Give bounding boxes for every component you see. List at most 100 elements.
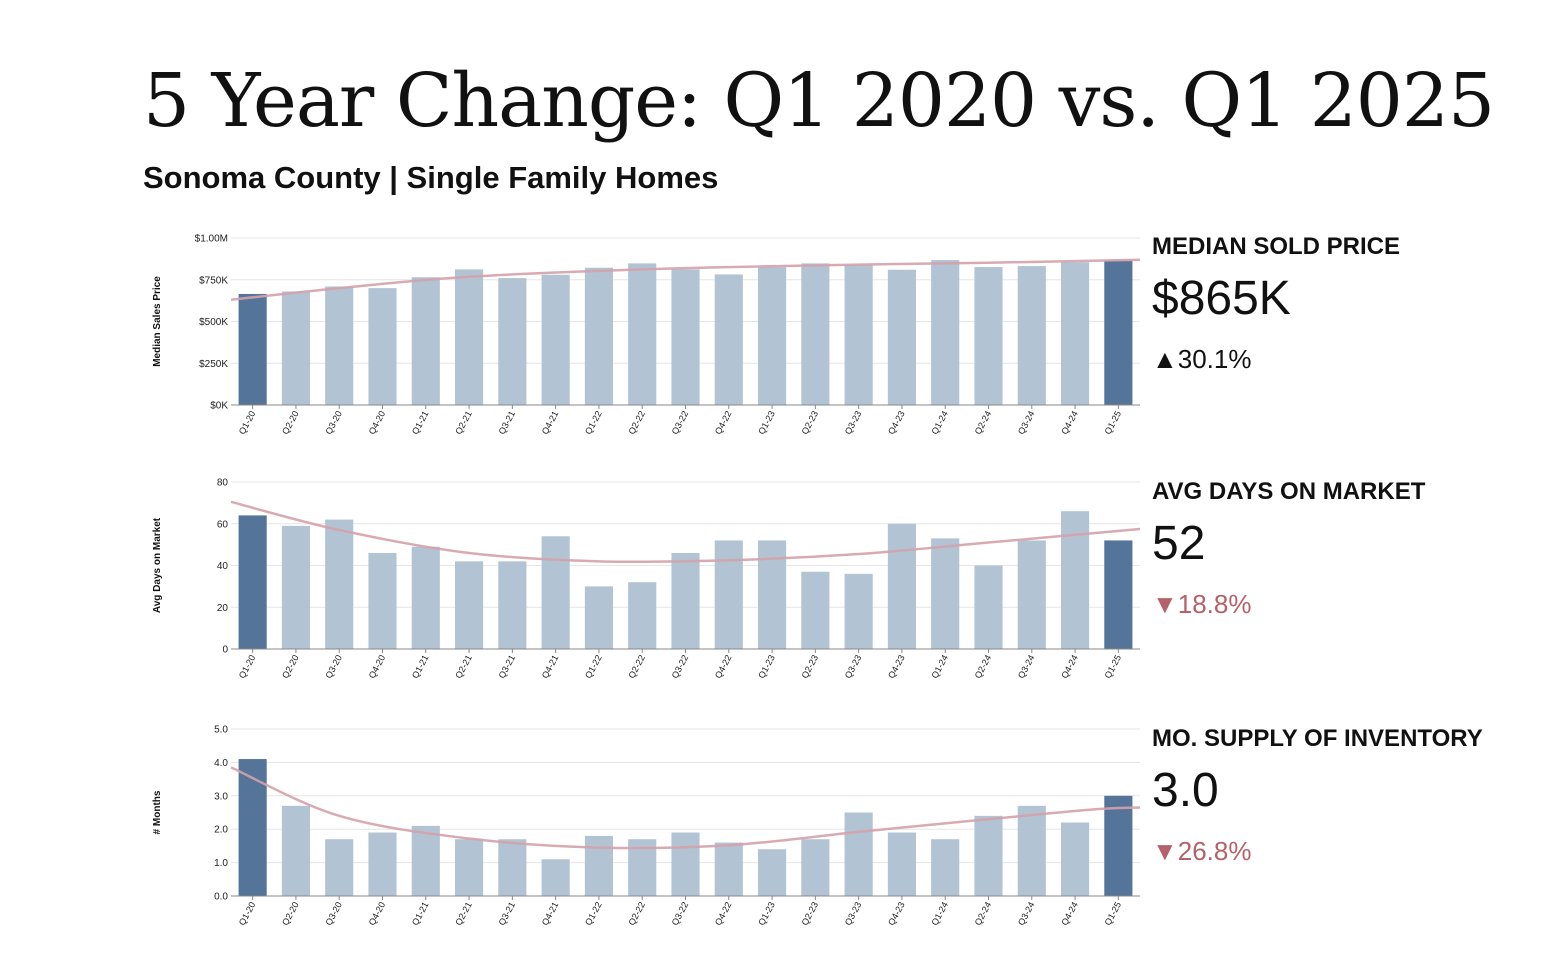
bar-Q4-21 <box>541 536 570 649</box>
x-tick-label: Q3-20 <box>323 409 344 436</box>
bar-Q2-20 <box>281 805 310 896</box>
bar-Q4-22 <box>714 274 743 405</box>
bar-Q1-20 <box>238 515 267 649</box>
x-tick-label: Q3-24 <box>1016 653 1037 680</box>
bar-Q4-24 <box>1061 511 1090 649</box>
x-tick-label: Q1-22 <box>583 653 604 680</box>
bar-Q1-23 <box>758 849 787 896</box>
stat-label: MEDIAN SOLD PRICE <box>1152 233 1401 260</box>
bar-Q4-21 <box>541 859 570 896</box>
y-tick-label: 60 <box>217 519 229 530</box>
x-tick-label: Q1-21 <box>410 900 431 927</box>
x-tick-label: Q3-24 <box>1016 409 1037 436</box>
bar-Q2-20 <box>281 525 310 649</box>
x-tick-label: Q2-22 <box>626 409 647 436</box>
x-tick-label: Q2-21 <box>453 409 474 436</box>
bar-Q1-23 <box>758 267 787 405</box>
bar-Q4-20 <box>368 288 397 405</box>
x-tick-label: Q4-23 <box>886 653 907 680</box>
bar-Q4-23 <box>887 832 916 896</box>
bar-Q3-22 <box>671 832 700 896</box>
x-tick-label: Q3-23 <box>843 653 864 680</box>
bar-Q4-24 <box>1061 262 1090 405</box>
median-price-chart-svg: Median Sales Price $0K $250K $500K $750K $1.0… <box>152 234 1141 436</box>
bar-Q1-20 <box>238 759 267 896</box>
x-tick-label: Q1-22 <box>583 900 604 927</box>
y-tick-label: $500K <box>199 317 228 328</box>
bar-Q4-23 <box>887 523 916 649</box>
y-axis-title: Avg Days on Market <box>152 517 163 613</box>
y-tick-label: $0K <box>210 401 228 412</box>
x-tick-label: Q3-24 <box>1016 900 1037 927</box>
trend-line <box>230 766 1141 850</box>
bar-Q3-23 <box>844 812 873 896</box>
x-tick-label: Q4-21 <box>540 409 561 436</box>
x-tick-label: Q4-23 <box>886 409 907 436</box>
x-tick-label: Q2-23 <box>800 900 821 927</box>
x-tick-label: Q4-21 <box>540 900 561 927</box>
y-tick-label: 0.0 <box>214 892 228 903</box>
bar-Q1-24 <box>931 839 960 896</box>
bar-Q3-22 <box>671 552 700 649</box>
months-supply-chart: # Months 0.0 1.0 2.0 3.0 4.0 5.0 Q1-20 Q2-20 Q3-2… <box>140 719 1144 935</box>
x-tick-label: Q4-22 <box>713 653 734 680</box>
x-tick-label: Q2-24 <box>973 900 994 927</box>
bar-Q3-21 <box>498 561 527 649</box>
x-tick-label: Q4-20 <box>367 900 388 927</box>
bar-Q1-21 <box>411 277 440 405</box>
y-tick-label: 40 <box>217 561 229 572</box>
bar-Q3-24 <box>1017 540 1046 649</box>
x-tick-label: Q2-20 <box>280 653 301 680</box>
x-tick-label: Q4-20 <box>367 653 388 680</box>
bar-Q1-25 <box>1104 795 1133 896</box>
x-tick-label: Q3-20 <box>323 653 344 680</box>
x-tick-label: Q1-22 <box>583 409 604 436</box>
bar-Q1-20 <box>238 293 267 405</box>
x-tick-label: Q3-21 <box>497 653 518 680</box>
y-tick-label: 1.0 <box>214 858 228 869</box>
y-tick-label: 20 <box>217 603 229 614</box>
x-tick-label: Q2-22 <box>626 653 647 680</box>
page-subtitle: Sonoma County | Single Family Homes <box>143 160 719 195</box>
bar-Q4-23 <box>887 269 916 405</box>
y-tick-label: $250K <box>199 359 228 370</box>
stat-change: ▼18.8% <box>1152 589 1252 619</box>
x-tick-label: Q4-21 <box>540 653 561 680</box>
bar-Q2-20 <box>281 291 310 405</box>
bar-Q3-23 <box>844 264 873 405</box>
bar-Q1-22 <box>584 267 613 405</box>
bar-Q4-22 <box>714 842 743 896</box>
x-tick-label: Q2-20 <box>280 409 301 436</box>
bar-Q2-23 <box>801 263 830 405</box>
bar-Q1-22 <box>584 586 613 649</box>
x-tick-label: Q4-23 <box>886 900 907 927</box>
bar-Q1-23 <box>758 540 787 649</box>
x-tick-label: Q1-21 <box>410 653 431 680</box>
bar-Q2-21 <box>455 269 484 405</box>
bar-Q3-20 <box>325 839 354 896</box>
x-tick-label: Q3-23 <box>843 900 864 927</box>
stat-label: AVG DAYS ON MARKET <box>1152 478 1426 505</box>
x-tick-label: Q1-20 <box>237 409 258 436</box>
y-tick-label: 2.0 <box>214 825 228 836</box>
x-tick-label: Q1-25 <box>1103 653 1124 680</box>
bar-Q2-23 <box>801 571 830 649</box>
x-tick-label: Q3-22 <box>670 409 691 436</box>
y-tick-label: 4.0 <box>214 758 228 769</box>
x-tick-label: Q3-23 <box>843 409 864 436</box>
bar-Q2-22 <box>628 582 657 649</box>
bar-Q2-24 <box>974 267 1003 405</box>
x-tick-label: Q1-25 <box>1103 409 1124 436</box>
y-axis-title: # Months <box>152 790 163 834</box>
x-tick-label: Q4-24 <box>1059 900 1080 927</box>
bar-Q4-21 <box>541 274 570 405</box>
page-title: 5 Year Change: Q1 2020 vs. Q1 2025 <box>143 58 1495 144</box>
y-tick-label: 5.0 <box>214 725 228 736</box>
bar-Q3-24 <box>1017 266 1046 405</box>
stat-value: 52 <box>1152 517 1206 570</box>
x-tick-label: Q3-22 <box>670 900 691 927</box>
trend-line <box>230 258 1141 302</box>
bar-Q3-21 <box>498 278 527 405</box>
bar-Q2-23 <box>801 839 830 896</box>
x-tick-label: Q1-20 <box>237 653 258 680</box>
